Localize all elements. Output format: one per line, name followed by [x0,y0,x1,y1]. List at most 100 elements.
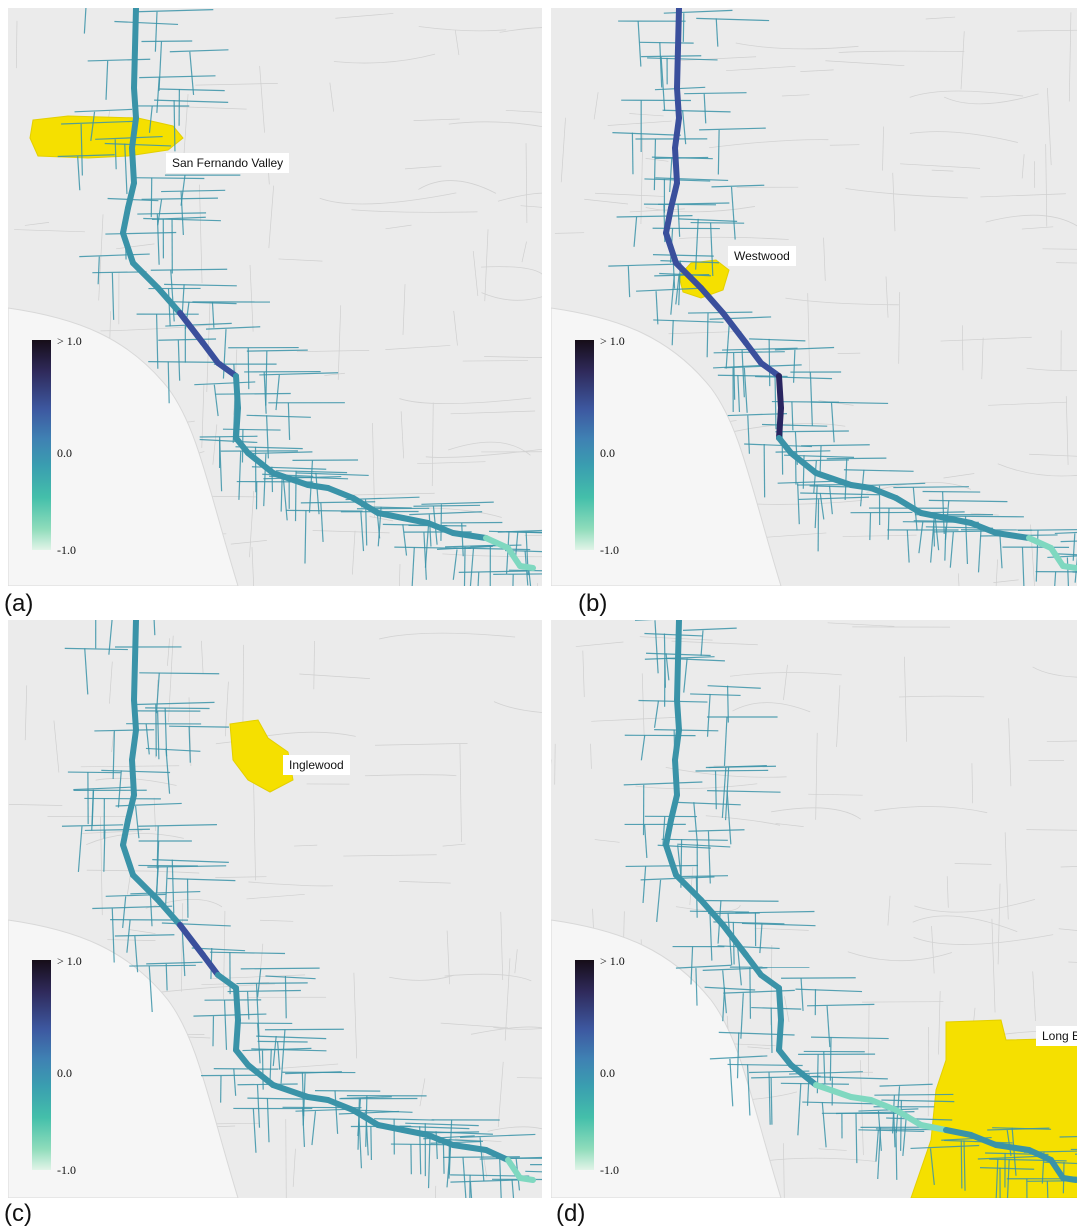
minor-road [173,106,247,110]
feeder-road [469,1182,473,1198]
minor-road [943,473,975,479]
boundary-line [665,767,787,778]
boundary-line [426,507,502,518]
feeder-road [460,1133,536,1138]
feeder-road [261,1050,264,1090]
feeder-road [700,899,779,902]
feeder-road [928,499,1008,503]
route-segment [125,792,137,823]
minor-road [413,118,460,121]
minor-road [882,126,884,171]
minor-road [1032,971,1036,1021]
feeder-road [770,1077,773,1125]
feeder-road [714,770,717,810]
minor-road [249,264,254,332]
highlight-region [910,1019,1077,1198]
feeder-road [704,986,756,991]
boundary-line [319,192,457,205]
feeder-road [774,376,777,430]
boundary-line [364,774,457,777]
minor-road [590,743,592,769]
minor-road [199,184,203,284]
route-segment [425,520,456,536]
minor-road [201,384,205,448]
minor-road [815,732,818,820]
feeder-road [499,1159,502,1198]
minor-road [993,579,1019,583]
feeder-road [252,1108,257,1153]
feeder-road [173,100,176,152]
feeder-road [64,647,128,651]
feeder-road [259,372,339,376]
minor-road [505,109,542,113]
feeder-road [164,707,168,757]
minor-road [1021,226,1054,230]
feeder-road [161,189,226,193]
route-segment [813,470,854,488]
feeder-road [409,511,483,516]
minor-road [594,839,620,843]
boundary-line [759,1157,877,1162]
route-segment [177,922,206,958]
feeder-road [167,288,171,327]
feeder-road [733,352,736,400]
route-segment [893,495,924,516]
route-segment [663,842,679,878]
minor-road [246,893,305,900]
minor-road [400,411,405,459]
minor-road [859,1060,864,1156]
feeder-road [238,451,242,500]
feeder-road [722,347,798,351]
minor-road [459,743,462,842]
boundary-line [709,139,829,149]
route-segment [483,1147,511,1163]
feeder-road [659,42,663,88]
feeder-road [774,346,835,351]
minor-road [645,158,669,162]
feeder-road [222,428,281,431]
minor-road [127,873,131,895]
feeder-road [458,570,527,574]
feeder-road [623,781,703,786]
feeder-road [79,253,150,258]
minor-road [453,310,458,346]
feeder-road [266,1098,270,1143]
boundary-line [785,297,899,306]
boundary-line [997,463,1077,477]
feeder-road [152,859,229,864]
feeder-road [830,401,835,443]
feeder-road [462,1157,467,1198]
feeder-road [213,384,219,417]
feeder-road [695,769,769,772]
feeder-road [139,672,220,675]
feeder-road [402,524,408,556]
region-label-a: San Fernando Valley [166,153,290,173]
feeder-road [775,430,849,433]
route-segment [155,285,183,316]
minor-road [98,214,104,301]
boundary-line [86,833,184,845]
route-segment [245,1062,276,1088]
feeder-road [821,1102,827,1148]
feeder-road [616,215,693,218]
minor-road [183,94,189,155]
map-panel-d: Long Beach > 1.0 0.0 -1.0 [551,620,1077,1198]
minor-road [343,854,437,857]
minor-road [524,535,542,536]
feeder-road [424,525,430,568]
feeder-road [169,725,229,728]
minor-road [554,232,585,234]
feeder-road [61,824,124,827]
route-segment [215,360,239,379]
boundary-line [487,1126,542,1132]
feeder-road [886,1117,953,1121]
feeder-road [161,922,231,927]
minor-road [215,876,267,879]
route-segment [505,545,523,569]
minor-road [446,930,450,985]
route-segment [215,972,239,991]
feeder-road [918,521,924,554]
route-segment [233,1047,251,1068]
map-panel-c: Inglewood > 1.0 0.0 -1.0 [8,620,542,1198]
boundary-line [444,973,532,982]
